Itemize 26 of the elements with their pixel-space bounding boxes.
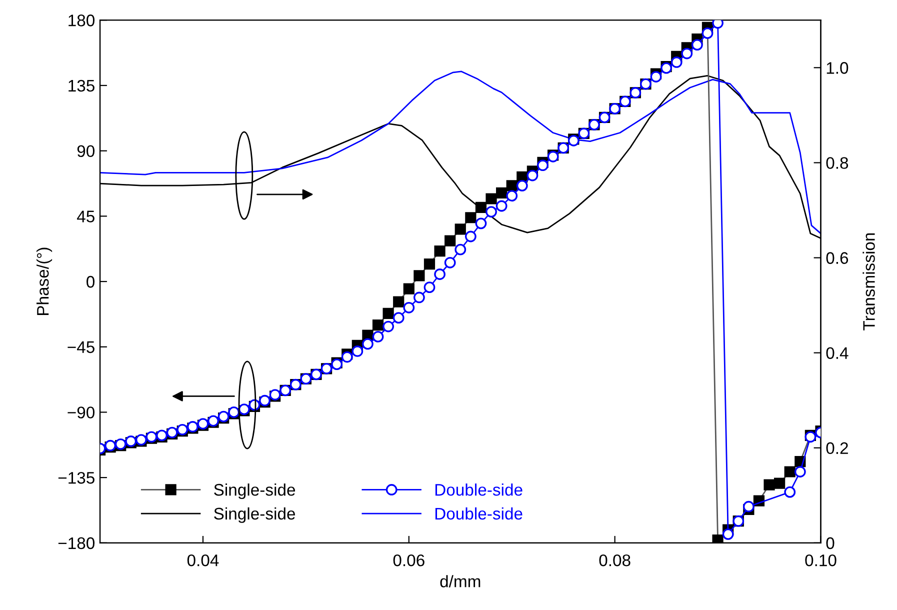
x-axis-title: d/mm — [440, 575, 480, 588]
x-tick-label: 0.10 — [805, 554, 836, 566]
y2-tick-label: 0.4 — [826, 347, 848, 360]
y2-tick-label: 1.0 — [826, 62, 848, 74]
y-tick-label: −180 — [58, 537, 95, 550]
y-tick-label: 45 — [77, 210, 94, 222]
y-tick-label: 180 — [68, 14, 95, 26]
y-tick-label: 135 — [68, 80, 94, 92]
legend-label: Double-side — [435, 483, 522, 496]
legend-label: Single-side — [214, 483, 296, 500]
y-axis-title: Phase/(°) — [36, 248, 52, 315]
y2-tick-label: 0.6 — [826, 252, 848, 264]
x-tick-label: 0.04 — [187, 554, 219, 566]
y-tick-label: −135 — [58, 472, 94, 484]
y-tick-label: 90 — [77, 145, 95, 158]
y-tick-label: −90 — [68, 406, 95, 418]
y2-tick-label: 0 — [826, 537, 834, 550]
x-tick-label: 0.06 — [393, 554, 424, 566]
y2-tick-label: 0.2 — [826, 442, 848, 454]
y-tick-label: 0 — [86, 276, 95, 288]
x-tick-label: 0.08 — [599, 554, 630, 566]
y2-axis-title: Transmission — [862, 233, 875, 330]
y-tick-label: −45 — [68, 341, 94, 354]
legend-label: Single-side — [214, 507, 296, 523]
legend-label: Double-side — [435, 507, 522, 520]
y2-tick-label: 0.8 — [826, 157, 848, 169]
